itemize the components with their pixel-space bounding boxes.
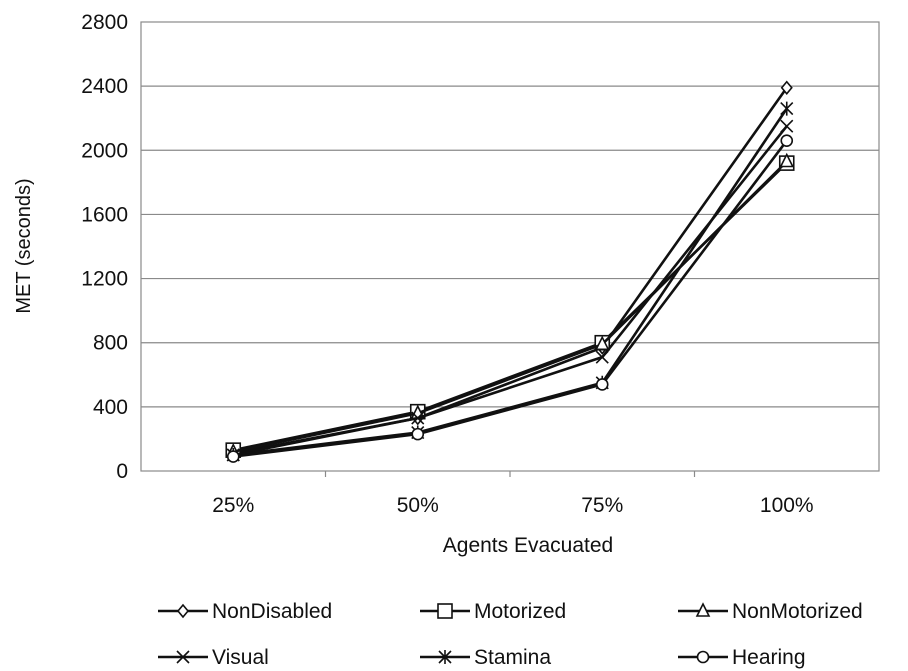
- legend-label: NonDisabled: [212, 600, 332, 623]
- legend-item-hearing: Hearing: [678, 646, 806, 669]
- data-point-hearing: [595, 378, 609, 391]
- data-point-nondisabled: [780, 80, 793, 95]
- legend-label: Hearing: [732, 646, 806, 669]
- x-axis-tick-labels: 25% 50% 75% 100%: [212, 494, 813, 517]
- y-tick-label: 800: [93, 332, 128, 355]
- y-tick-label: 0: [116, 460, 128, 483]
- legend-marker-motorized: [437, 603, 453, 619]
- data-point-visual: [595, 350, 609, 364]
- y-tick-label: 2800: [81, 11, 128, 34]
- y-tick-label: 400: [93, 396, 128, 419]
- y-tick-label: 1600: [81, 203, 128, 226]
- y-tick-label: 2400: [81, 75, 128, 98]
- x-tick-label: 50%: [397, 494, 439, 517]
- y-axis-tick-labels: 0 400 800 1200 1600 2000 2400 2800: [81, 11, 128, 483]
- x-tick-label: 75%: [581, 494, 623, 517]
- data-point-hearing: [226, 450, 240, 463]
- legend-item-nonmotorized: NonMotorized: [678, 600, 863, 623]
- x-tick-label: 100%: [760, 494, 814, 517]
- series-nondisabled: [227, 80, 793, 461]
- legend-marker-visual: [176, 650, 190, 664]
- x-axis-ticks: [324, 471, 696, 477]
- legend-label: Visual: [212, 646, 269, 669]
- legend-label: Motorized: [474, 600, 566, 623]
- data-point-visual: [411, 411, 425, 425]
- legend-item-motorized: Motorized: [420, 600, 566, 623]
- x-tick-label: 25%: [212, 494, 254, 517]
- plot-area: [140, 21, 880, 472]
- legend-item-visual: Visual: [158, 646, 269, 669]
- legend-item-nondisabled: NonDisabled: [158, 600, 332, 623]
- data-point-nonmotorized: [594, 335, 610, 351]
- data-point-visual: [780, 119, 794, 133]
- data-point-hearing: [411, 427, 425, 441]
- legend-marker-stamina: [438, 650, 452, 664]
- legend-marker-nondisabled: [176, 603, 190, 619]
- series-line-stamina: [233, 107, 788, 457]
- y-axis-label: MET (seconds): [13, 178, 35, 313]
- series-visual: [226, 119, 794, 462]
- y-tick-label: 2000: [81, 139, 128, 162]
- series-hearing: [226, 134, 794, 463]
- series-line-nondisabled: [233, 86, 788, 455]
- y-tick-label: 1200: [81, 268, 128, 291]
- legend-label: Stamina: [474, 646, 551, 669]
- legend-marker-nonmotorized: [695, 602, 711, 617]
- x-axis-label: Agents Evacuated: [443, 534, 613, 557]
- series-line-hearing: [233, 139, 788, 458]
- series-line-visual: [232, 125, 788, 457]
- gridlines: [141, 85, 879, 408]
- legend-label: NonMotorized: [732, 600, 863, 623]
- series-lines: [225, 80, 795, 463]
- data-point-stamina: [780, 101, 794, 116]
- legend: NonDisabled Motorized NonMotorized Visual St…: [158, 600, 863, 669]
- series-stamina: [226, 101, 794, 462]
- legend-marker-hearing: [696, 650, 710, 664]
- data-point-hearing: [780, 134, 794, 147]
- legend-item-stamina: Stamina: [420, 646, 551, 669]
- data-point-nonmotorized: [779, 152, 795, 168]
- series-motorized: [225, 155, 795, 458]
- series-line-nonmotorized: [232, 160, 788, 454]
